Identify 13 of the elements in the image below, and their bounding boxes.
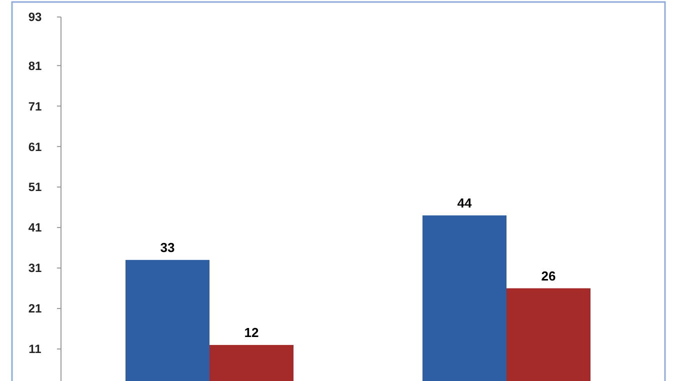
data-label: 26 bbox=[541, 268, 556, 284]
y-tick-label: 93 bbox=[28, 10, 42, 24]
data-label: 12 bbox=[244, 324, 259, 340]
data-label: 33 bbox=[160, 240, 175, 255]
y-tick-label: 11 bbox=[28, 342, 42, 356]
y-tick-label: 51 bbox=[28, 180, 42, 194]
data-label: 44 bbox=[457, 195, 472, 210]
y-tick-label: 31 bbox=[28, 261, 42, 276]
y-tick-label: 41 bbox=[28, 220, 42, 235]
y-tick-label: 21 bbox=[28, 302, 42, 316]
y-tick-label: 81 bbox=[28, 58, 42, 73]
y-tick-label: 71 bbox=[28, 99, 42, 114]
y-tick-label: 61 bbox=[28, 140, 42, 154]
